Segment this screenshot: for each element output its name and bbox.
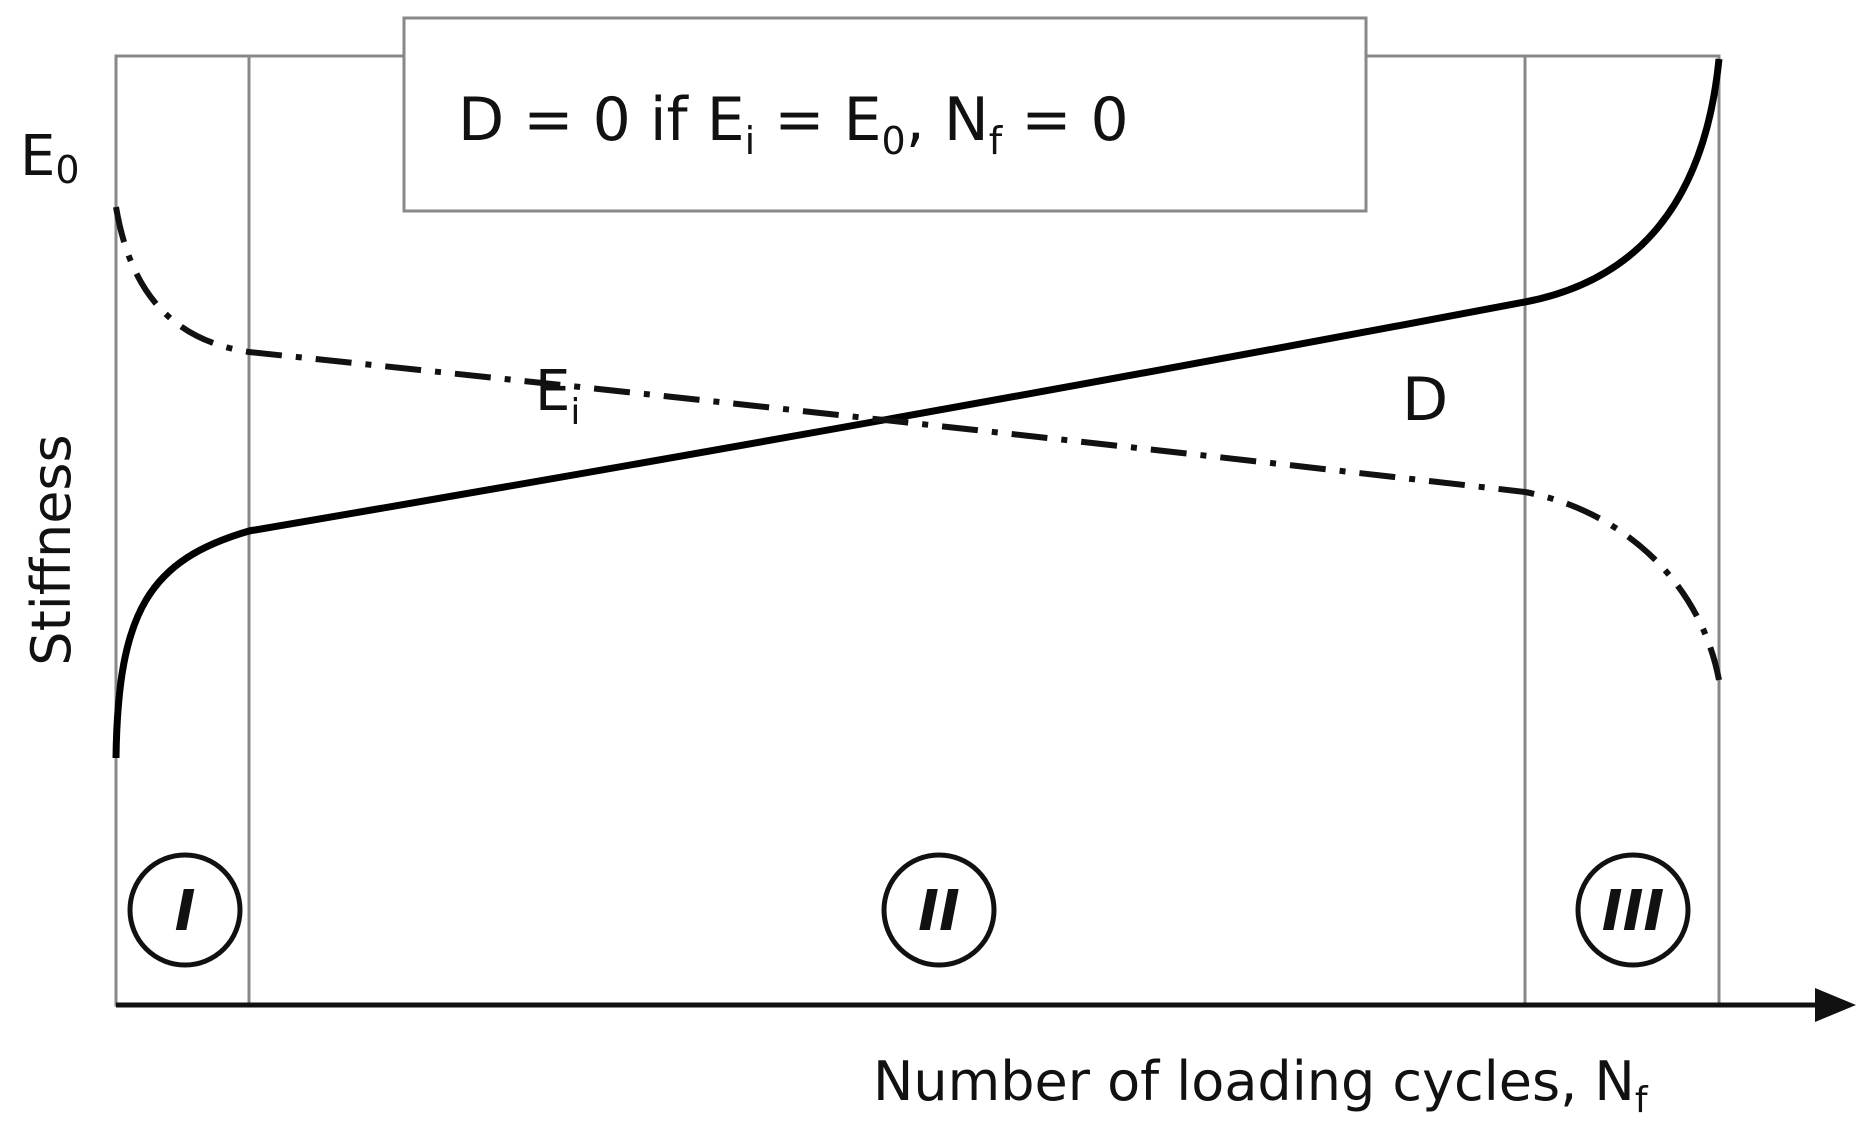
text-part: Number of loading cycles, N xyxy=(873,1050,1635,1113)
subscript: 0 xyxy=(55,148,79,192)
x-axis-title: Number of loading cycles, Nf xyxy=(873,1050,1649,1121)
y-top-label: E0 xyxy=(20,124,80,192)
x-axis-arrow xyxy=(1815,988,1856,1022)
stage-circle xyxy=(127,852,243,968)
stage-circle xyxy=(1575,852,1691,968)
stage-label: I xyxy=(175,879,196,944)
stage-label: II xyxy=(918,879,960,944)
subscript: i xyxy=(745,119,756,163)
text-part: , N xyxy=(906,85,989,155)
damage-curve xyxy=(112,58,1723,759)
text-part: = E xyxy=(755,85,881,155)
stiffness-curve-label: Ei xyxy=(535,359,580,433)
text-part: = 0 xyxy=(1002,85,1129,155)
stiffness-curve xyxy=(113,206,1722,681)
damage-curve-label: D xyxy=(1402,365,1448,435)
subscript: f xyxy=(1635,1080,1649,1121)
text-part: E xyxy=(20,124,55,189)
subscript: i xyxy=(570,392,580,433)
y-axis-title: Stiffness xyxy=(20,434,83,665)
stage-label: III xyxy=(1602,879,1665,944)
condition-text: D = 0 if Ei = E0, Nf = 0 xyxy=(458,85,1129,163)
text-part: E xyxy=(535,359,570,424)
text-part: D = 0 if E xyxy=(458,85,745,155)
subscript: 0 xyxy=(882,119,906,163)
condition-box xyxy=(402,16,1368,213)
stage-circle xyxy=(881,852,997,968)
subscript: f xyxy=(989,119,1004,163)
